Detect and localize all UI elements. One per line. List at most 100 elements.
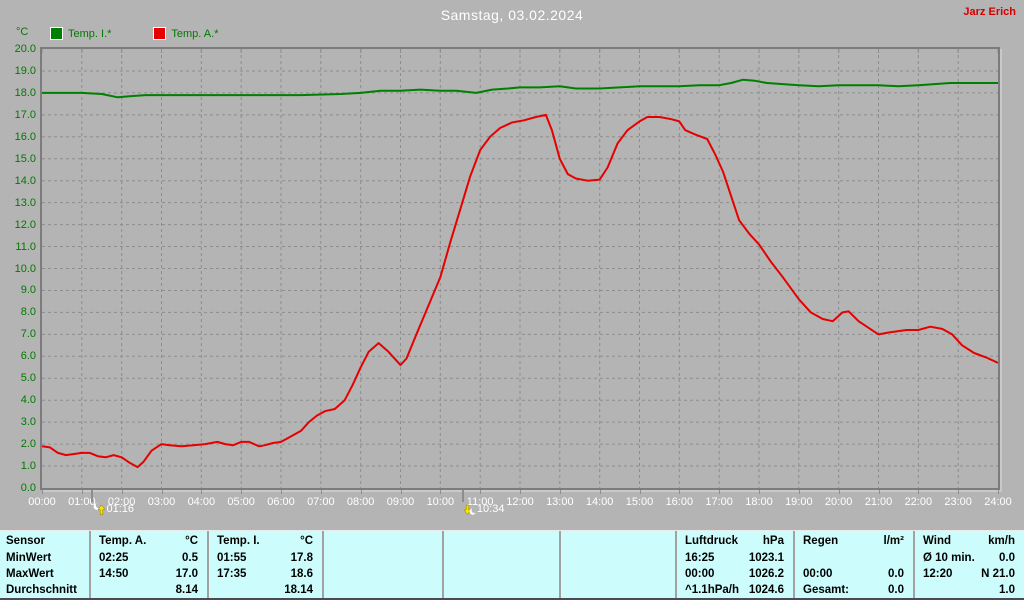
y-tick-label: 9.0 [20,284,36,297]
stats-time-value: Ø 10 min. [923,552,975,564]
stats-number-value: 8.14 [175,584,198,596]
stats-value-row: 8.14 [91,582,207,599]
x-tick-label: 09:00 [386,496,415,508]
y-tick-label: 7.0 [20,328,36,341]
stats-time-value: 00:00 [803,568,833,580]
stats-value-row [324,582,442,599]
bottom-axis-tick [440,490,442,494]
stats-value-row: ^1.1hPa/h 1024.6 [677,582,793,599]
stats-value-row [324,550,442,566]
x-tick-label: 11:00 [466,496,494,508]
stats-number-value [550,550,559,566]
sensor-unit-label: km/h [988,535,1015,547]
stats-value-row [444,582,559,599]
marker-tick [91,490,94,502]
stats-number-value [433,550,442,566]
bottom-axis-tick [838,490,840,494]
stats-number-value: 18.14 [284,584,313,596]
stats-number-value [666,566,675,582]
x-tick-label: 14:00 [585,496,614,508]
bottom-axis-tick [998,490,999,494]
stats-time-value [444,582,452,599]
bottom-axis-tick [918,490,920,494]
stats-value-row [444,550,559,566]
user-watermark: Jarz Erich [963,6,1016,18]
moon-set-icon [463,502,478,515]
stats-time-value [324,566,332,582]
stats-time-value [324,582,332,599]
y-axis-unit-label: °C [16,26,29,38]
temperature-chart-plot-area [40,47,1000,490]
stats-number-value: 1024.6 [748,584,784,596]
stats-number-value: 0.5 [182,552,198,564]
sensor-name-label: Temp. A. [99,535,147,547]
temp-a-series-line [42,113,998,469]
stats-time-value: 00:00 [685,568,715,580]
x-tick-label: 23:00 [944,496,972,508]
x-tick-label: 06:00 [267,496,295,508]
stats-time-value: ^1.1hPa/h [685,584,740,596]
sensor-name-label: Wind [923,535,951,547]
stats-number-value [666,550,675,566]
y-tick-label: 2.0 [20,438,36,451]
x-tick-label: 05:00 [227,496,255,508]
stats-value-row: 12:20 N 21.0 [915,566,1024,582]
x-tick-label: 10:00 [426,496,455,508]
bottom-axis-tick [639,490,641,494]
bottom-axis-tick [360,490,362,494]
stats-column-header: Luftdruck hPa [677,533,793,550]
moon-set-time-label: 10:34 [476,503,505,515]
sensor-unit-label: °C [185,535,198,547]
stats-time-value: 01:55 [217,552,247,564]
temp-i-series-line [42,78,998,99]
stats-value-row: 18.14 [209,582,322,599]
temp-i-legend-label: Temp. I.* [68,27,112,40]
moon-rise-icon [93,502,106,515]
stats-column-empty-1 [322,531,442,599]
x-tick-label: 02:00 [107,496,136,508]
x-tick-label: 22:00 [904,496,933,508]
bottom-axis-tick [241,490,243,494]
stats-time-value: 02:25 [99,552,129,564]
y-tick-label: 16.0 [14,130,36,143]
stats-number-value: 0.0 [999,552,1015,564]
chart-canvas [42,49,998,488]
stats-column-header: Temp. I. °C [209,533,322,550]
bottom-axis-tick [42,490,43,494]
stats-number-value: 17.8 [290,552,313,564]
stats-column-header [324,533,442,550]
marker-tick [461,490,464,502]
y-tick-label: 15.0 [14,152,36,165]
bottom-axis-tick [121,490,123,494]
bottom-axis-tick [759,490,760,494]
y-tick-label: 17.0 [14,108,36,121]
stats-number-value: 1.0 [999,584,1015,596]
stats-time-value [561,566,569,582]
y-tick-label: 12.0 [14,218,36,231]
stats-column-empty-3 [559,531,675,599]
x-tick-label: 19:00 [785,496,813,508]
stats-time-value [915,582,923,599]
stats-row-label: Sensor [6,535,45,547]
stats-column-temp-i: Temp. I. °C 01:55 17.8 17:35 18.6 18.14 [207,531,322,599]
stats-value-row: 1.0 [915,582,1024,599]
stats-row-labels-column: Sensor MinWert MaxWert Durchschnitt [0,531,89,599]
window-bottom-edge [0,598,1024,600]
x-tick-label: 17:00 [705,496,733,508]
sensor-name-label: Luftdruck [685,535,739,547]
x-tick-label: 00:00 [28,496,56,508]
y-tick-label: 0.0 [20,482,36,494]
sensor-unit-label: °C [300,535,313,547]
stats-time-value: 12:20 [923,568,953,580]
stats-number-value [433,566,442,582]
bottom-axis-tick [480,490,482,494]
stats-row-label: MinWert [6,552,52,564]
stats-value-row: 00:00 0.0 [795,566,913,582]
stats-number-value [550,566,559,582]
x-tick-label: 04:00 [187,496,216,508]
stats-time-value: 17:35 [217,568,247,580]
bottom-axis-tick [798,490,800,494]
y-tick-label: 13.0 [14,196,36,209]
stats-column-header: Regen l/m² [795,533,913,550]
